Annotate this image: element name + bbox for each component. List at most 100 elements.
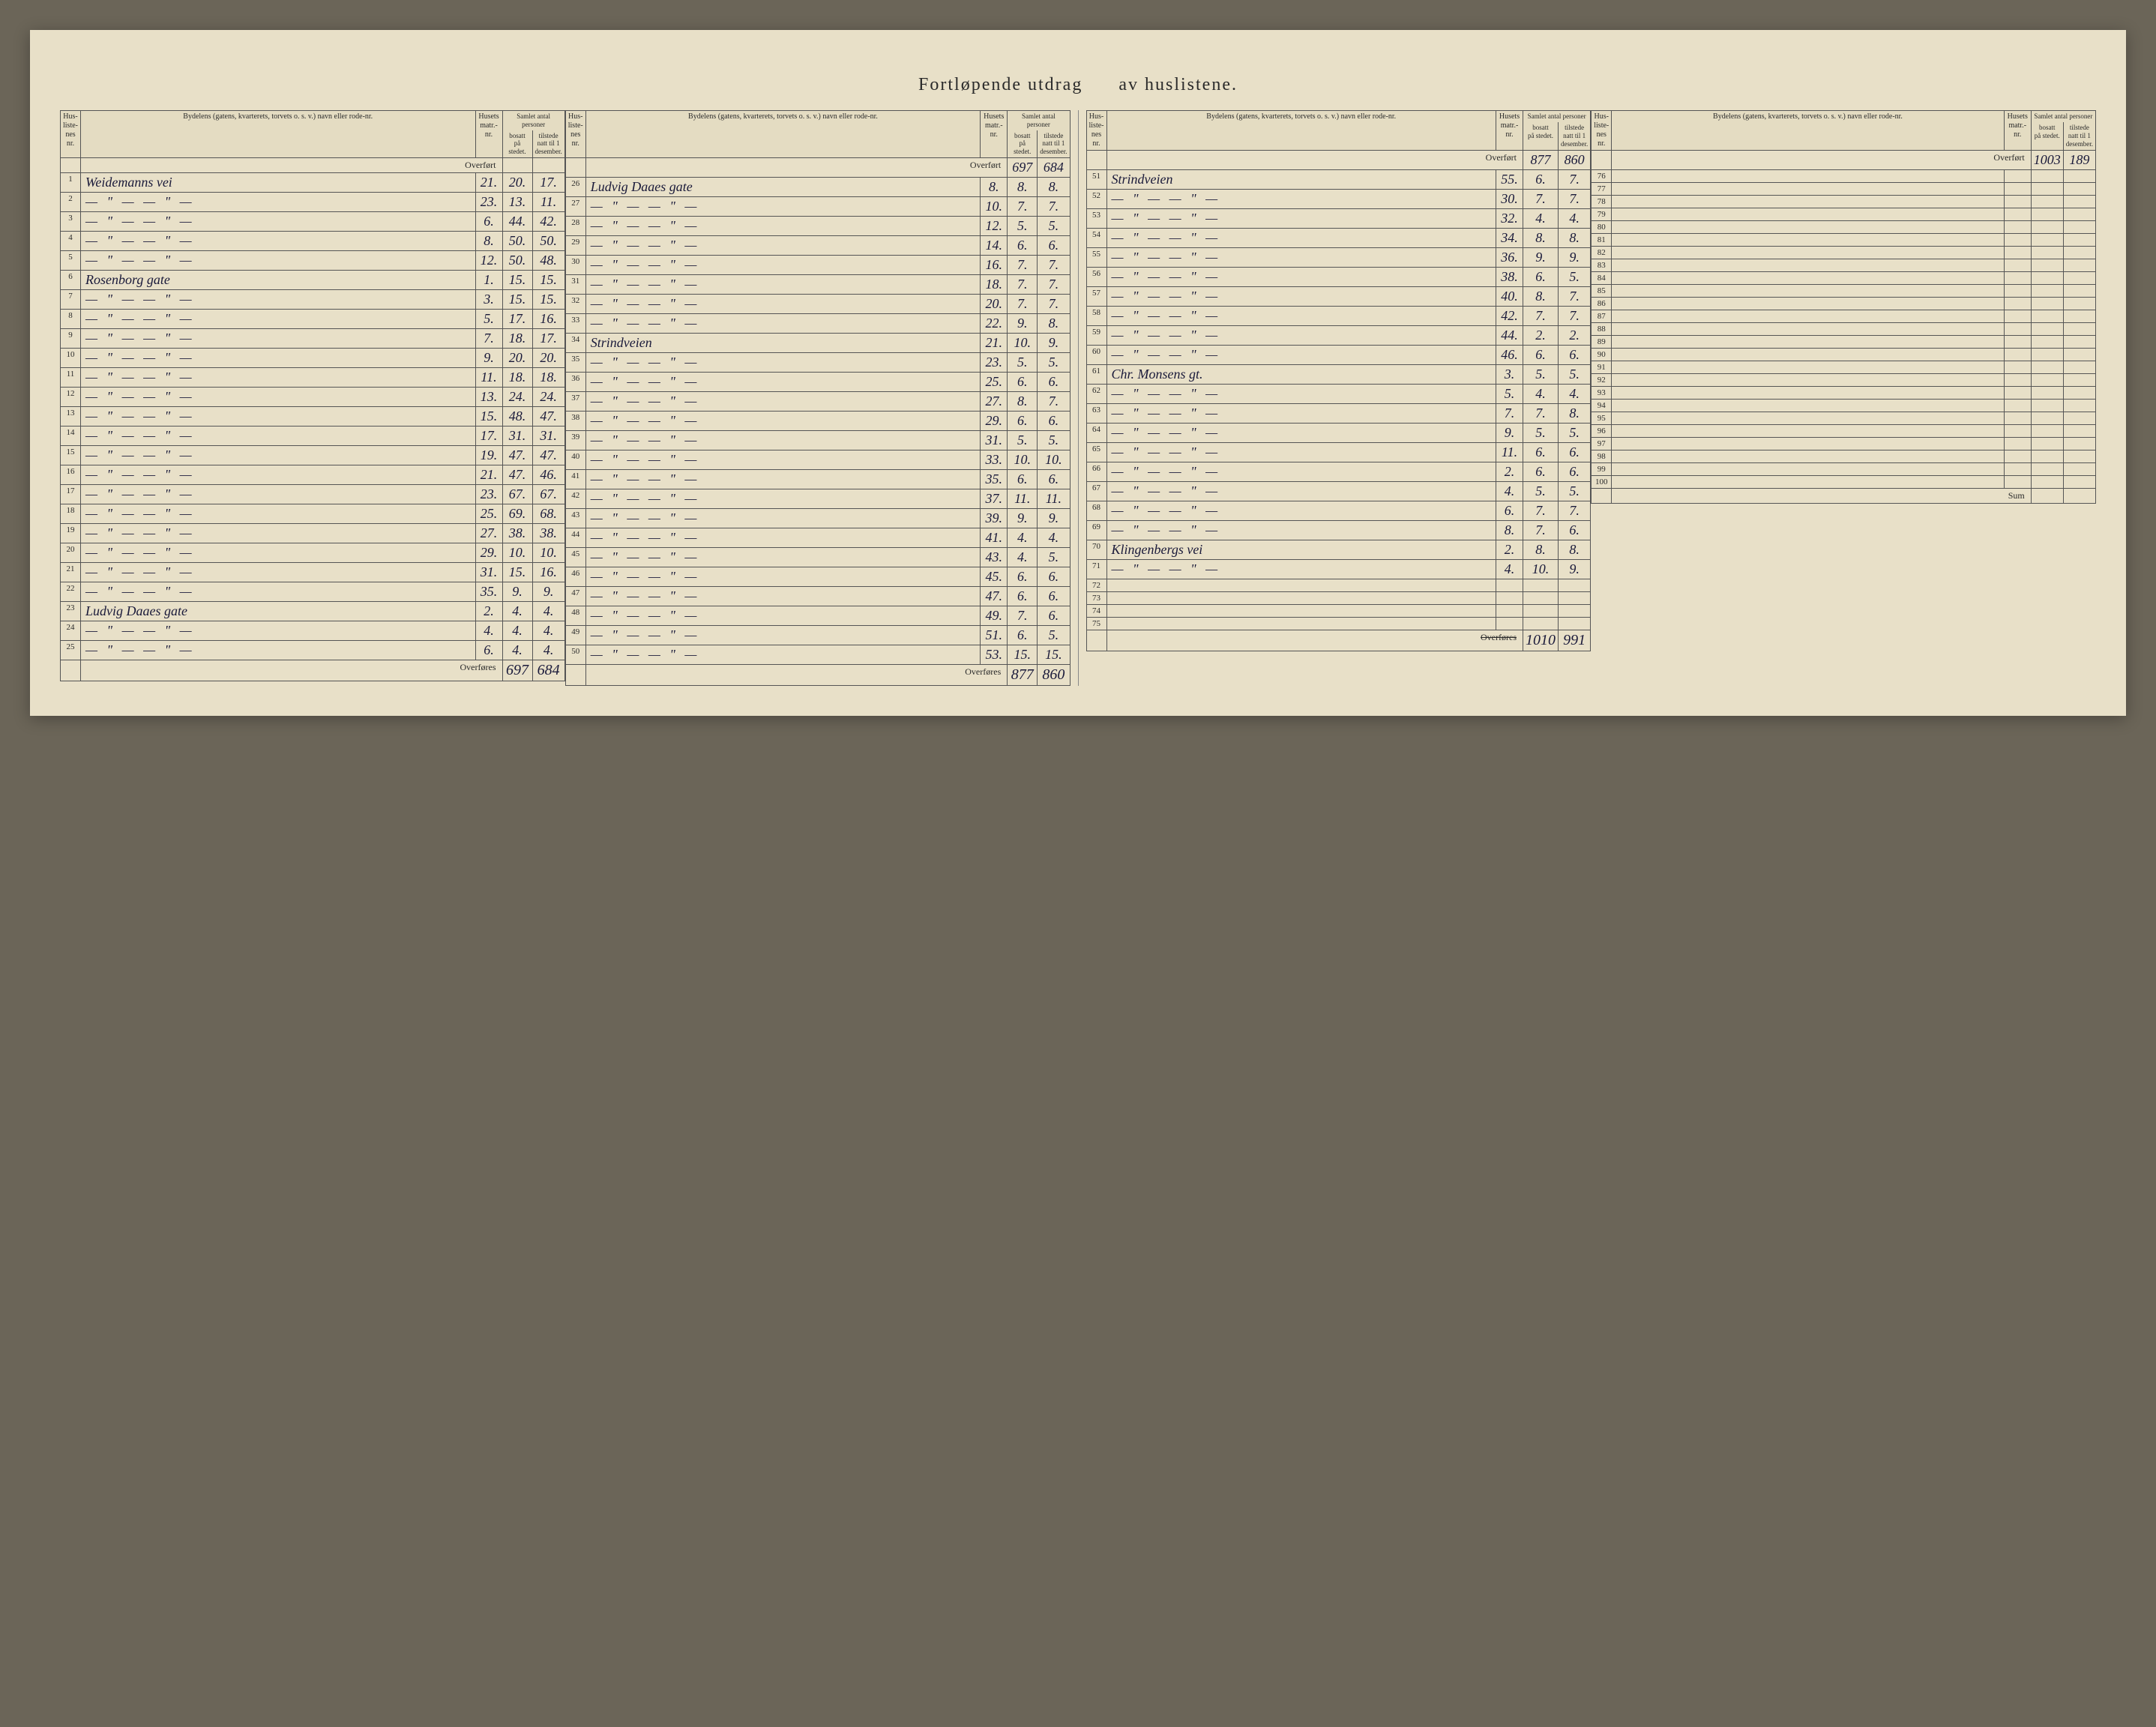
matr-nr: 2.: [475, 601, 502, 621]
matr-nr: 35.: [981, 469, 1008, 489]
matr-nr: [2004, 400, 2031, 412]
street-name: — " — — " —: [585, 294, 981, 313]
tilstede-count: [2063, 196, 2095, 208]
matr-nr: 38.: [1496, 268, 1523, 287]
matr-nr: 21.: [475, 172, 502, 192]
carry-forward-row: Overført697684: [565, 157, 1070, 177]
bosatt-count: 67.: [502, 484, 532, 504]
table-row: 100: [1592, 476, 2096, 489]
matr-nr: 21.: [475, 465, 502, 484]
footer-label: Overføres: [81, 660, 503, 681]
table-row: 1Weidemanns vei21.20.17.: [61, 172, 565, 192]
table-row: 23Ludvig Daaes gate2.4.4.: [61, 601, 565, 621]
bosatt-count: 20.: [502, 348, 532, 367]
row-number: 61: [1086, 365, 1106, 385]
bosatt-count: 4.: [1523, 385, 1559, 404]
tilstede-count: 7.: [1559, 501, 1591, 521]
bosatt-count: 4.: [1008, 547, 1038, 567]
row-number: 10: [61, 348, 81, 367]
table-row: 61Chr. Monsens gt.3.5.5.: [1086, 365, 1591, 385]
tilstede-count: [1559, 605, 1591, 618]
matr-nr: [1496, 592, 1523, 605]
matr-nr: 44.: [1496, 326, 1523, 346]
tilstede-count: 6.: [1559, 443, 1591, 462]
tilstede-count: 38.: [532, 523, 564, 543]
ditto-mark: — " — — " —: [591, 238, 700, 253]
street-name: — " — — " —: [81, 562, 476, 582]
street-name: — " — — " —: [81, 465, 476, 484]
matr-nr: 25.: [475, 504, 502, 523]
carry-bosatt: 1003: [2031, 151, 2063, 170]
ditto-mark: — " — — " —: [85, 623, 195, 638]
matr-nr: 11.: [475, 367, 502, 387]
row-number: 47: [565, 586, 585, 606]
matr-nr: 3.: [1496, 365, 1523, 385]
bosatt-count: 6.: [1008, 469, 1038, 489]
ditto-mark: — " — — " —: [85, 584, 195, 599]
street-name: — " — — " —: [585, 411, 981, 430]
tilstede-count: 46.: [532, 465, 564, 484]
tilstede-count: 6.: [1559, 521, 1591, 540]
table-row: 87: [1592, 310, 2096, 323]
bosatt-count: [2031, 259, 2063, 272]
ditto-mark: — " — — " —: [85, 331, 195, 346]
tilstede-count: [2063, 349, 2095, 361]
bosatt-count: 11.: [1008, 489, 1038, 508]
table-row: 30— " — — " —16.7.7.: [565, 255, 1070, 274]
ditto-mark: — " — — " —: [1112, 483, 1221, 498]
row-number: 8: [61, 309, 81, 328]
column-4: Hus-liste-nesnr.Bydelens (gatens, kvarte…: [1591, 110, 2096, 651]
matr-nr: [2004, 183, 2031, 196]
matr-nr: 37.: [981, 489, 1008, 508]
street-name: [1612, 208, 2005, 221]
bosatt-count: [2031, 450, 2063, 463]
street-name: — " — — " —: [81, 445, 476, 465]
row-number: 25: [61, 640, 81, 660]
bosatt-count: [2031, 310, 2063, 323]
matr-nr: 46.: [1496, 346, 1523, 365]
table-row: 11— " — — " —11.18.18.: [61, 367, 565, 387]
bosatt-count: 9.: [502, 582, 532, 601]
tilstede-count: 2.: [1559, 326, 1591, 346]
bosatt-count: 6.: [1008, 567, 1038, 586]
matr-nr: 22.: [981, 313, 1008, 333]
bosatt-count: 8.: [1523, 287, 1559, 307]
tilstede-count: 47.: [532, 406, 564, 426]
street-name: — " — — " —: [81, 484, 476, 504]
bosatt-count: 10.: [1008, 450, 1038, 469]
table-row: 17— " — — " —23.67.67.: [61, 484, 565, 504]
tilstede-count: 7.: [1038, 391, 1070, 411]
table-row: 92: [1592, 374, 2096, 387]
table-row: 54— " — — " —34.8.8.: [1086, 229, 1591, 248]
row-number: 35: [565, 352, 585, 372]
row-number: 2: [61, 192, 81, 211]
tilstede-count: 5.: [1038, 216, 1070, 235]
matr-nr: 27.: [475, 523, 502, 543]
bosatt-count: 7.: [1008, 606, 1038, 625]
bosatt-count: 7.: [1008, 274, 1038, 294]
table-row: 89: [1592, 336, 2096, 349]
bosatt-count: 15.: [502, 289, 532, 309]
tilstede-count: 8.: [1559, 540, 1591, 560]
matr-nr: 15.: [475, 406, 502, 426]
carry-tilstede: 860: [1559, 151, 1591, 170]
table-row: 80: [1592, 221, 2096, 234]
tilstede-count: 7.: [1038, 196, 1070, 216]
street-name: [1106, 618, 1496, 630]
page-title: Fortløpende utdrag av huslistene.: [60, 75, 2096, 95]
tilstede-count: [2063, 310, 2095, 323]
tilstede-count: 6.: [1038, 606, 1070, 625]
ditto-mark: — " — — " —: [85, 350, 195, 365]
row-number: 85: [1592, 285, 1612, 298]
footer-row: Sum: [1592, 489, 2096, 504]
tilstede-count: 4.: [1559, 385, 1591, 404]
row-number: 14: [61, 426, 81, 445]
matr-nr: [1496, 618, 1523, 630]
matr-nr: [2004, 208, 2031, 221]
tilstede-count: [2063, 285, 2095, 298]
footer-label: Sum: [1612, 489, 2032, 504]
row-number: 23: [61, 601, 81, 621]
row-number: 70: [1086, 540, 1106, 560]
matr-nr: 7.: [1496, 404, 1523, 424]
bosatt-count: [2031, 387, 2063, 400]
